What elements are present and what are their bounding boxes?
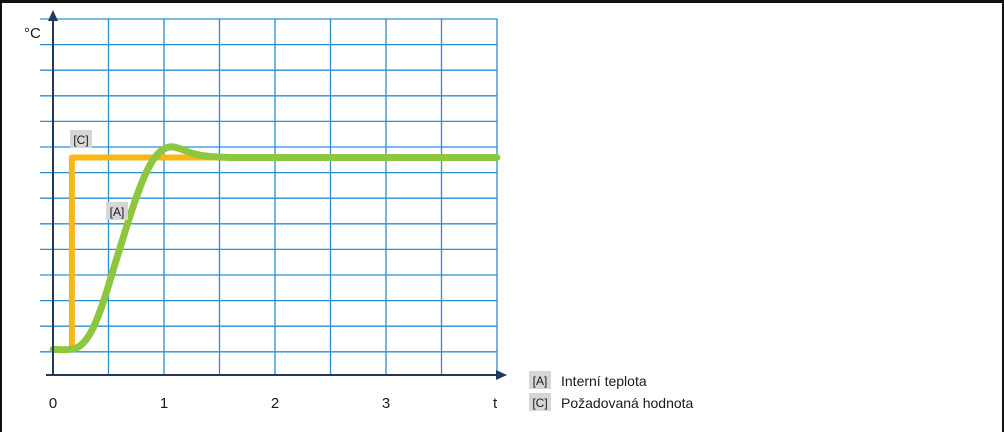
x-tick-label: 1 bbox=[160, 395, 168, 412]
legend-tag-a: [A] bbox=[533, 374, 548, 388]
legend-tag-background bbox=[529, 371, 551, 389]
x-axis-label: t bbox=[493, 395, 498, 412]
axes bbox=[46, 10, 507, 380]
x-axis-arrow-icon bbox=[496, 370, 507, 380]
series-labels: [C] [A] bbox=[70, 130, 128, 220]
series-group bbox=[49, 143, 501, 354]
series-tag-background bbox=[106, 202, 128, 220]
x-tick-labels: 0 1 2 3 bbox=[49, 395, 390, 412]
y-axis-arrow-icon bbox=[48, 10, 58, 21]
x-tick-label: 2 bbox=[271, 395, 279, 412]
series-tag-a: [A] bbox=[110, 205, 125, 219]
series-tag-c: [C] bbox=[73, 133, 88, 147]
x-tick-label: 3 bbox=[382, 395, 390, 412]
legend: [A] Interní teplota [C] Požadovaná hodnota bbox=[529, 371, 694, 411]
legend-label-c: Požadovaná hodnota bbox=[561, 395, 694, 411]
x-tick-label: 0 bbox=[49, 395, 57, 412]
legend-tag-background bbox=[529, 393, 551, 411]
y-axis-label: °C bbox=[24, 25, 41, 42]
grid bbox=[40, 18, 498, 375]
legend-label-a: Interní teplota bbox=[561, 373, 647, 389]
line-chart: °C t 0 1 2 3 [C] [A] [A] Interní teplota [C] Po… bbox=[24, 10, 694, 412]
series-tag-background bbox=[70, 130, 92, 148]
series-line-a bbox=[49, 143, 501, 354]
legend-tag-c: [C] bbox=[532, 396, 547, 410]
